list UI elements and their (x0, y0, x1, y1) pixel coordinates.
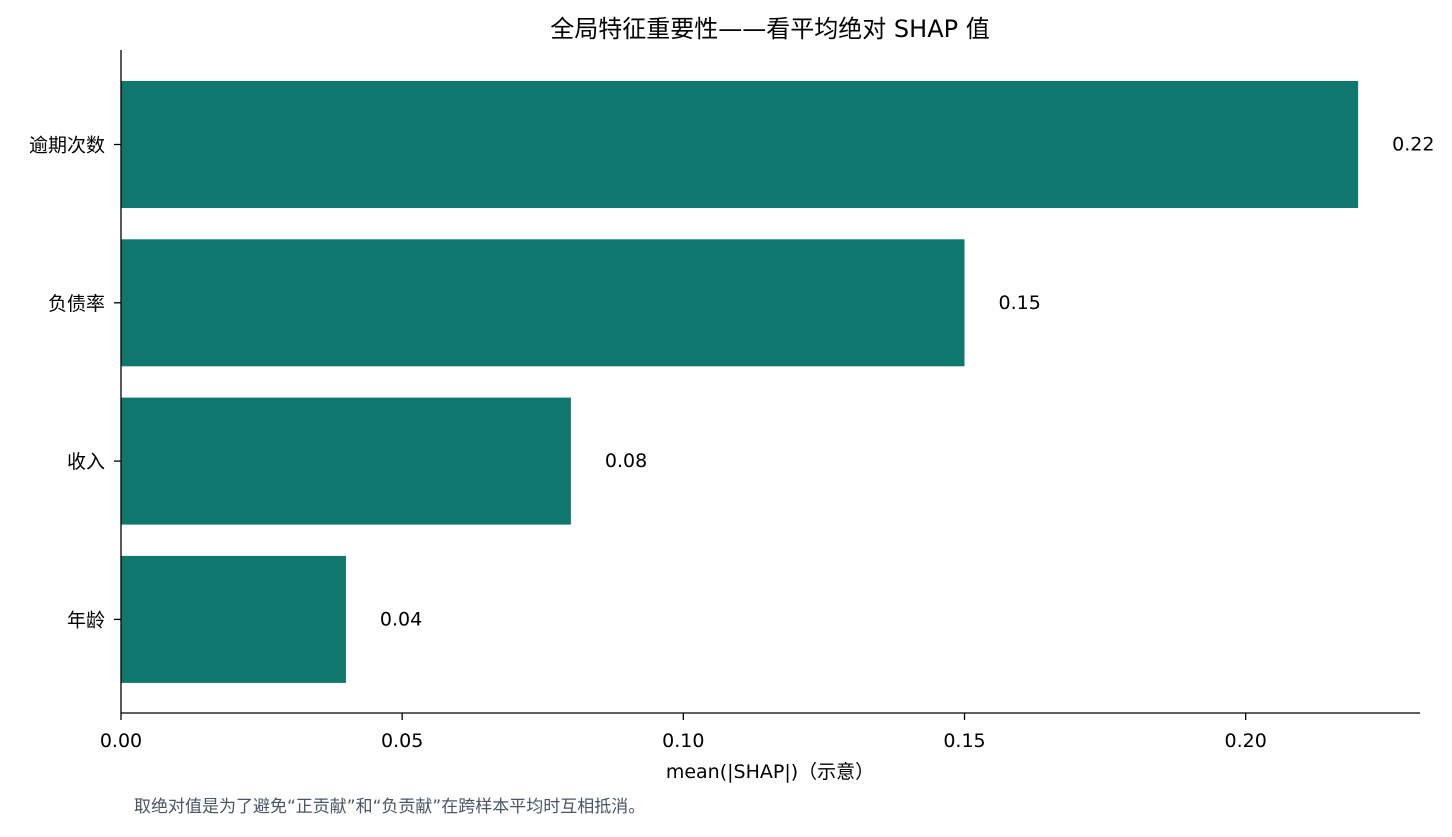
y-tick-label-2: 收入 (67, 451, 105, 473)
y-tick-label-1: 负债率 (48, 293, 105, 315)
bar-3 (121, 555, 346, 683)
x-tick-label-0: 0.00 (100, 730, 142, 752)
x-tick-label-3: 0.15 (943, 730, 985, 752)
x-tick-label-4: 0.20 (1225, 730, 1267, 752)
y-tick-label-0: 逾期次数 (29, 135, 105, 157)
bar-1 (121, 239, 965, 367)
value-label-1: 0.15 (999, 292, 1041, 314)
x-tick-label-1: 0.05 (381, 730, 423, 752)
bar-0 (121, 81, 1359, 208)
x-axis-label: mean(|SHAP|)（示意） (666, 761, 874, 783)
x-tick-label-2: 0.10 (662, 730, 704, 752)
footnote: 取绝对值是为了避免“正贡献”和“负贡献”在跨样本平均时互相抵消。 (134, 797, 645, 817)
value-label-2: 0.08 (605, 450, 647, 472)
y-tick-label-3: 年龄 (67, 609, 105, 631)
x-axis: 0.00 0.05 0.10 0.15 0.20 (100, 712, 1420, 752)
value-label-3: 0.04 (380, 608, 422, 630)
value-labels-layer: 0.22 0.15 0.08 0.04 (380, 134, 1435, 631)
chart-title: 全局特征重要性——看平均绝对 SHAP 值 (550, 15, 989, 43)
bars-layer (121, 81, 1359, 683)
value-label-0: 0.22 (1392, 134, 1434, 156)
bar-2 (121, 397, 571, 525)
